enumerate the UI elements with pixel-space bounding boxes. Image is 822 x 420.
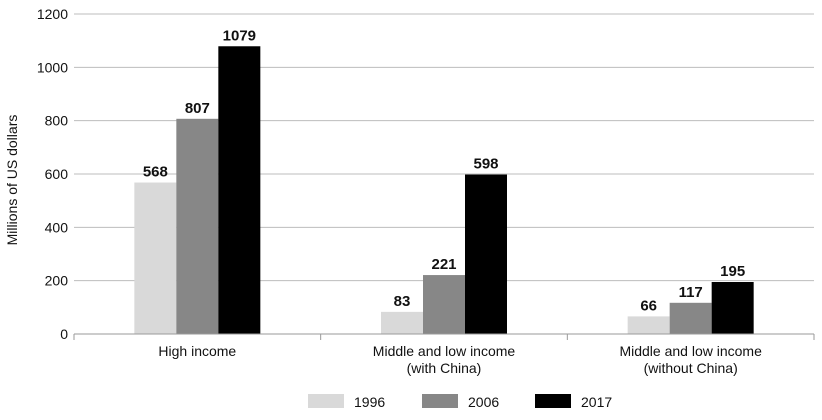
legend-swatch-1996 bbox=[308, 394, 344, 408]
bar-2017 bbox=[711, 282, 754, 334]
legend-swatch-2017 bbox=[535, 394, 571, 408]
y-tick-label: 200 bbox=[45, 273, 69, 289]
y-axis-label: Millions of US dollars bbox=[4, 115, 20, 246]
bar-2017 bbox=[465, 174, 507, 334]
bar-2006 bbox=[669, 302, 712, 334]
bar-2017 bbox=[218, 46, 261, 335]
data-label: 568 bbox=[143, 164, 168, 181]
bar-2006 bbox=[423, 275, 465, 334]
bar-1996 bbox=[627, 316, 670, 334]
data-label: 1079 bbox=[223, 27, 256, 44]
x-category-label: (without China) bbox=[644, 360, 738, 376]
legend-label: 2006 bbox=[468, 394, 499, 410]
data-label: 598 bbox=[473, 156, 498, 173]
x-axis: High income Middle and low income(with Ch… bbox=[73, 333, 815, 376]
y-tick-label: 1200 bbox=[37, 6, 68, 22]
bar-1996 bbox=[134, 182, 177, 334]
legend: 1996 2006 2017 bbox=[308, 394, 612, 410]
y-tick-label: 0 bbox=[60, 326, 68, 342]
bar-2006 bbox=[176, 118, 219, 334]
data-label: 66 bbox=[640, 297, 657, 314]
legend-label: 2017 bbox=[581, 394, 612, 410]
bar-1996 bbox=[381, 311, 423, 334]
x-category-label: (with China) bbox=[407, 360, 482, 376]
data-label: 221 bbox=[431, 256, 456, 273]
legend-label: 1996 bbox=[354, 394, 385, 410]
data-label: 195 bbox=[720, 263, 745, 280]
y-tick-label: 600 bbox=[45, 166, 69, 182]
y-tick-label: 400 bbox=[45, 219, 69, 235]
data-label: 83 bbox=[394, 293, 411, 310]
x-category-label: Middle and low income bbox=[373, 343, 516, 359]
y-tick-label: 1000 bbox=[37, 59, 68, 75]
y-axis-ticks: 0 200 400 600 800 1000 1200 bbox=[37, 6, 68, 342]
y-tick-label: 800 bbox=[45, 113, 69, 129]
x-category-label: Middle and low income bbox=[619, 343, 762, 359]
bars: 568 807 1079 83 221 598 66 117 195 bbox=[134, 27, 754, 335]
data-label: 117 bbox=[679, 284, 703, 301]
x-category-label: High income bbox=[158, 343, 236, 359]
legend-swatch-2006 bbox=[422, 394, 458, 408]
data-label: 807 bbox=[185, 100, 210, 117]
